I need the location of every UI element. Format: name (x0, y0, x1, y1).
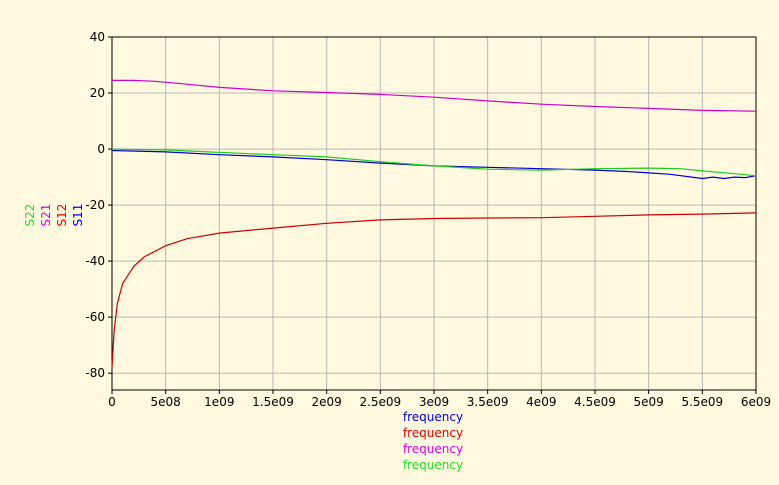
y-axis-label: S21 (39, 204, 53, 227)
grid (111, 36, 757, 390)
y-tick-label: -60 (85, 310, 105, 324)
x-axis-labels: frequency frequency frequency frequency (403, 410, 463, 472)
x-axis-label: frequency (403, 442, 463, 456)
y-axis-labels: S22 S21 S12 S11 (23, 204, 85, 227)
x-tick-label: 5e09 (634, 395, 664, 409)
y-tick-label: 40 (90, 30, 105, 44)
x-tick-label: 2.5e09 (359, 395, 401, 409)
x-axis-label: frequency (403, 410, 463, 424)
x-tick-label: 5e08 (151, 395, 181, 409)
y-tick-label: -80 (85, 366, 105, 380)
y-tick-label: 0 (97, 142, 105, 156)
x-tick-label: 6e09 (741, 395, 771, 409)
y-tick-label: 20 (90, 86, 105, 100)
y-tick-label: -20 (85, 198, 105, 212)
x-tick-label: 4e09 (526, 395, 556, 409)
y-axis-label: S22 (23, 204, 37, 227)
x-tick-label: 2e09 (312, 395, 342, 409)
y-axis-label: S12 (55, 204, 69, 227)
x-axis-label: frequency (403, 426, 463, 440)
series-line-s21 (112, 79, 757, 112)
x-tick-label: 4.5e09 (574, 395, 616, 409)
x-tick-label: 3e09 (419, 395, 449, 409)
x-tick-label: 1.5e09 (252, 395, 294, 409)
series-line-s12 (111, 212, 757, 368)
axis-ticks: 0 5e08 1e09 1.5e09 2e09 2.5e09 3e09 3.5e09 4e09 4… (85, 30, 771, 409)
series-line-s11 (111, 149, 757, 180)
x-tick-label: 1e09 (204, 395, 234, 409)
series-lines (111, 79, 757, 368)
x-tick-label: 0 (108, 395, 116, 409)
y-tick-label: -40 (85, 254, 105, 268)
x-tick-label: 5.5e09 (681, 395, 723, 409)
x-tick-label: 3.5e09 (467, 395, 509, 409)
x-axis-label: frequency (403, 458, 463, 472)
series-line-s22 (111, 148, 757, 177)
y-axis-label: S11 (71, 204, 85, 227)
